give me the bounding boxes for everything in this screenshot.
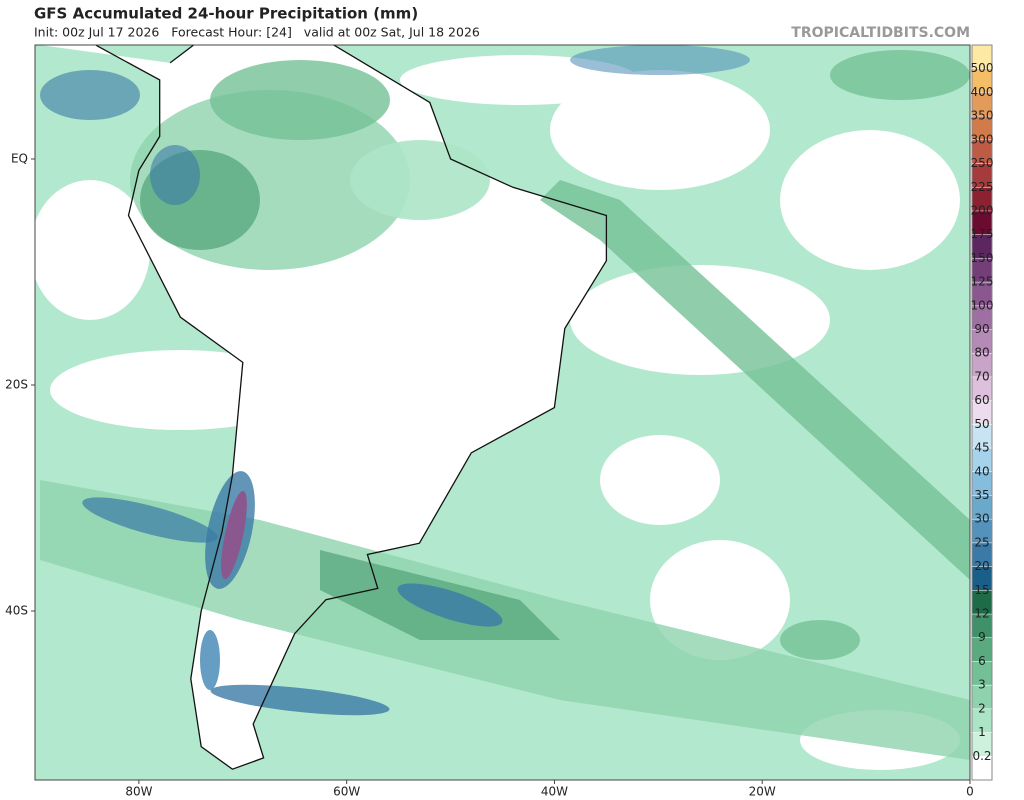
colorbar-label: 25 [974,535,989,549]
lon-label: 40W [541,785,568,799]
colorbar-label: 225 [971,180,994,194]
colorbar-swatch [972,471,992,496]
lat-label: 40S [5,604,28,618]
colorbar-label: 70 [974,369,989,383]
lon-label: 60W [333,785,360,799]
precip-areas [40,45,970,760]
colorbar-swatch [972,519,992,543]
lat-label: 20S [5,378,28,392]
colorbar-label: 200 [971,203,994,217]
colorbar-label: 3 [978,678,986,692]
coastline [94,45,608,770]
colorbar-swatch [972,163,992,188]
colorbar-label: 125 [971,275,994,289]
colorbar-label: 9 [978,630,986,644]
colorbar-swatch [972,590,992,615]
colorbar-swatch [972,353,992,377]
colorbar-swatch [972,424,992,449]
colorbar-swatch [972,400,992,425]
lon-label: 0 [966,785,974,799]
map-frame [34,44,971,781]
colorbar-label: 90 [974,322,989,336]
colorbar-swatch [972,116,992,140]
colorbar-swatch [972,92,992,117]
colorbar-swatch [972,210,992,235]
title: GFS Accumulated 24-hour Precipitation (m… [34,5,418,23]
brand: TROPICALTIDBITS.COM [791,25,970,41]
colorbar-label: 6 [978,654,986,668]
colorbar-label: 80 [974,346,989,360]
colorbar-label: 500 [971,61,994,75]
colorbar-swatch [972,139,992,164]
subtitle: Init: 00z Jul 17 2026 Forecast Hour: [24… [34,25,480,40]
map [35,45,970,780]
colorbar-swatch [972,614,992,638]
lon-label: 20W [749,785,776,799]
colorbar-swatch [972,566,992,591]
colorbar-swatch [972,756,992,780]
colorbar-label: 2 [978,701,986,715]
colorbar-label: 12 [974,607,989,621]
colorbar-swatch [972,282,992,306]
colorbar-label: 45 [974,441,989,455]
colorbar-label: 0.2 [972,749,991,763]
lon-label: 80W [125,785,152,799]
colorbar-label: 400 [971,85,994,99]
colorbar-swatch [972,448,992,472]
colorbar-label: 300 [971,132,994,146]
colorbar-swatch [972,708,992,733]
colorbar-label: 350 [971,109,994,123]
colorbar-swatch [972,68,992,93]
colorbar-label: 150 [971,251,994,265]
colorbar-label: 15 [974,583,989,597]
colorbar-label: 50 [974,417,989,431]
colorbar-label: 100 [971,298,994,312]
colorbar-frame [971,44,993,781]
colorbar-label: 250 [971,156,994,170]
colorbar-label: 40 [974,464,989,478]
colorbar-swatch [972,637,992,662]
colorbar-swatch [972,685,992,709]
lat-label: EQ [11,152,28,166]
colorbar-swatch [972,495,992,520]
colorbar-swatch [972,542,992,567]
colorbar-swatch [972,234,992,259]
colorbar-swatch [972,258,992,283]
colorbar-swatch [972,732,992,757]
colorbar-label: 35 [974,488,989,502]
colorbar-label: 60 [974,393,989,407]
colorbar-swatch [972,329,992,354]
colorbar-label: 30 [974,512,989,526]
colorbar-swatch [972,376,992,401]
colorbar-label: 20 [974,559,989,573]
colorbar-swatch [972,661,992,686]
colorbar-label: 1 [978,725,986,739]
colorbar-swatch [972,305,992,330]
colorbar-swatch [972,187,992,211]
colorbar-swatch [972,45,992,69]
colorbar-label: 175 [971,227,994,241]
